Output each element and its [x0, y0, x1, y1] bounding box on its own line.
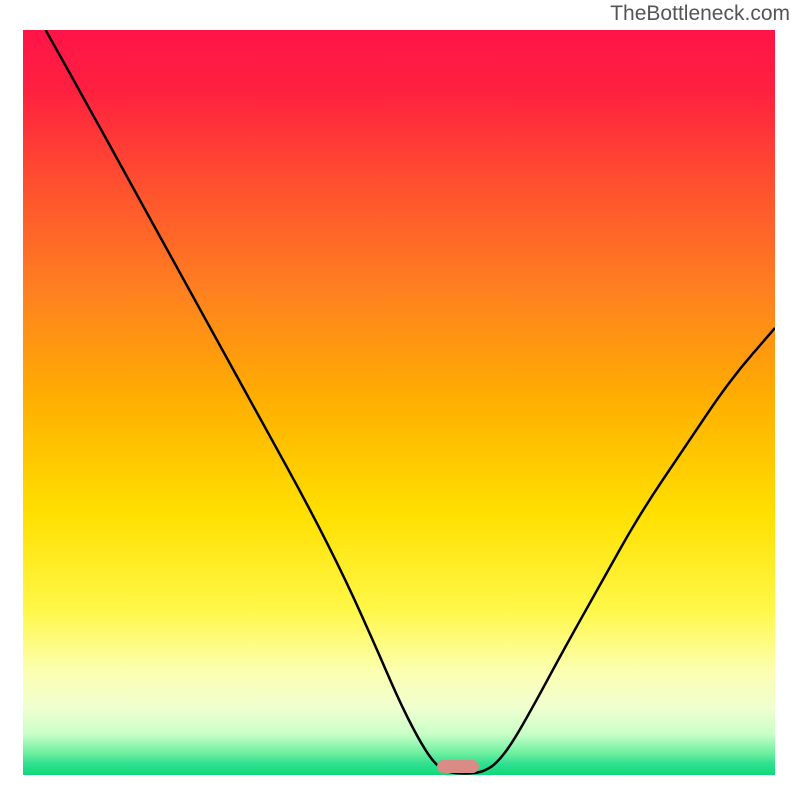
bottleneck-curve: [23, 30, 775, 775]
chart-area: [23, 30, 775, 775]
watermark-text: TheBottleneck.com: [610, 2, 790, 26]
optimum-marker: [437, 760, 479, 773]
figure-container: TheBottleneck.com: [0, 0, 800, 800]
curve-path: [46, 30, 775, 774]
